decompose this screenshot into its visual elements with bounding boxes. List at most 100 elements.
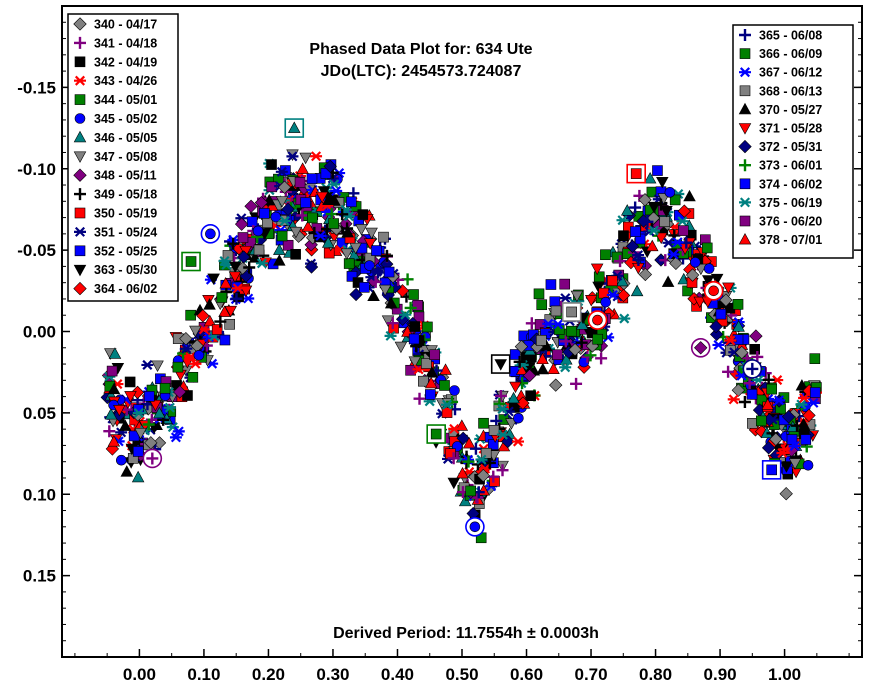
data-point [595,352,608,365]
data-point [643,171,657,184]
legend-right: 365 - 06/08 366 - 06/09 367 - 06/12 368 - 0… [732,24,854,259]
data-point [421,358,432,369]
data-point [719,293,733,307]
data-point [566,325,577,337]
data-point [788,458,802,470]
data-point [664,187,676,198]
data-point [120,465,134,477]
data-point [218,305,231,317]
legend-entry: 367 - 06/12 [739,66,822,80]
data-point [173,385,187,399]
data-point [252,225,264,237]
legend-entry: 378 - 07/01 [738,232,822,247]
legend-marker [739,178,751,190]
data-point [104,408,118,420]
legend-label: 364 - 06/02 [94,282,157,296]
data-point [349,242,362,255]
data-point [522,368,537,383]
data-point [622,248,633,260]
legend-entry: 345 - 05/02 [74,112,157,126]
data-point [645,239,659,252]
data-point [408,333,420,345]
legend-marker [73,281,87,296]
data-point [277,180,292,194]
x-tick-label: 0.50 [445,665,478,684]
data-point [408,356,422,368]
data-point [371,245,382,256]
data-point [584,295,598,307]
data-point [559,293,572,304]
data-point [328,179,341,190]
data-point [724,335,737,346]
legend-marker [739,67,751,78]
data-point [290,248,301,260]
data-point [378,231,389,243]
data-point [462,436,476,449]
data-point [598,287,609,299]
data-point [536,352,549,365]
data-point [570,377,583,390]
data-point [108,347,122,359]
legend-entry: 370 - 05/27 [738,102,822,117]
data-point [281,202,295,216]
data-point [525,390,536,402]
highlighted-point [426,424,446,444]
data-point [632,253,645,266]
data-point [652,165,663,176]
data-point [275,166,288,177]
data-point [132,446,144,457]
legend-label: 340 - 04/17 [94,18,157,32]
legend-entry: 342 - 04/19 [74,55,157,69]
y-tick-label: 0.10 [23,485,56,504]
data-point [660,205,673,218]
legend-label: 350 - 05/19 [94,207,157,221]
highlighted-point-marker [694,341,708,355]
data-point [462,455,475,468]
data-point [169,432,182,443]
data-point [365,227,378,240]
data-point [325,208,338,221]
data-point [330,185,343,197]
highlighted-points [142,118,782,537]
data-point [214,315,227,328]
data-point [237,232,249,243]
legend-marker [738,139,752,154]
data-point [237,250,251,264]
data-point [743,377,756,390]
data-point [230,292,243,305]
highlighted-point [200,224,221,244]
y-tick-label: 0.00 [23,323,56,342]
data-point [386,317,399,330]
data-point [189,358,202,369]
data-point [761,398,774,410]
legend-marker [739,197,751,208]
data-point [722,282,735,295]
data-point [115,454,127,466]
data-point [447,452,460,465]
legend-entry: 364 - 06/02 [73,281,157,296]
data-point [592,333,603,345]
data-point [575,318,589,330]
data-point [289,226,303,239]
data-point [424,376,438,389]
legend-marker [74,56,86,68]
data-point [355,224,368,236]
data-point [677,225,689,236]
data-point [189,325,202,338]
data-point [762,373,775,386]
data-point [439,380,450,391]
data-point [689,256,701,268]
data-point [747,418,758,429]
data-point [669,194,681,206]
data-point [218,255,231,267]
data-point [693,296,707,309]
y-axis: -0.15 -0.10 -0.05 0.00 0.05 0.10 0.15 [17,21,862,642]
legend-entry: 373 - 06/01 [739,159,822,173]
data-point [513,355,526,368]
legend-marker [738,102,752,115]
data-point [310,151,323,162]
data-point [616,274,629,287]
data-point [456,431,470,445]
data-point [732,320,745,332]
data-point [552,349,563,361]
